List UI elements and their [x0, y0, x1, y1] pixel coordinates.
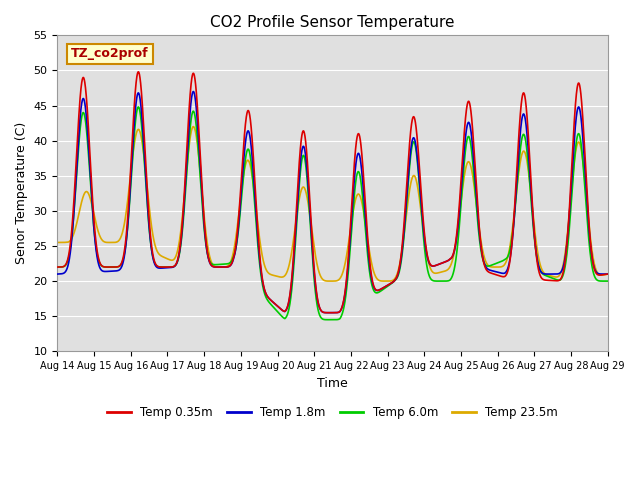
Title: CO2 Profile Sensor Temperature: CO2 Profile Sensor Temperature: [211, 15, 455, 30]
X-axis label: Time: Time: [317, 377, 348, 390]
Text: TZ_co2prof: TZ_co2prof: [71, 48, 148, 60]
Legend: Temp 0.35m, Temp 1.8m, Temp 6.0m, Temp 23.5m: Temp 0.35m, Temp 1.8m, Temp 6.0m, Temp 2…: [102, 401, 563, 424]
Y-axis label: Senor Temperature (C): Senor Temperature (C): [15, 122, 28, 264]
